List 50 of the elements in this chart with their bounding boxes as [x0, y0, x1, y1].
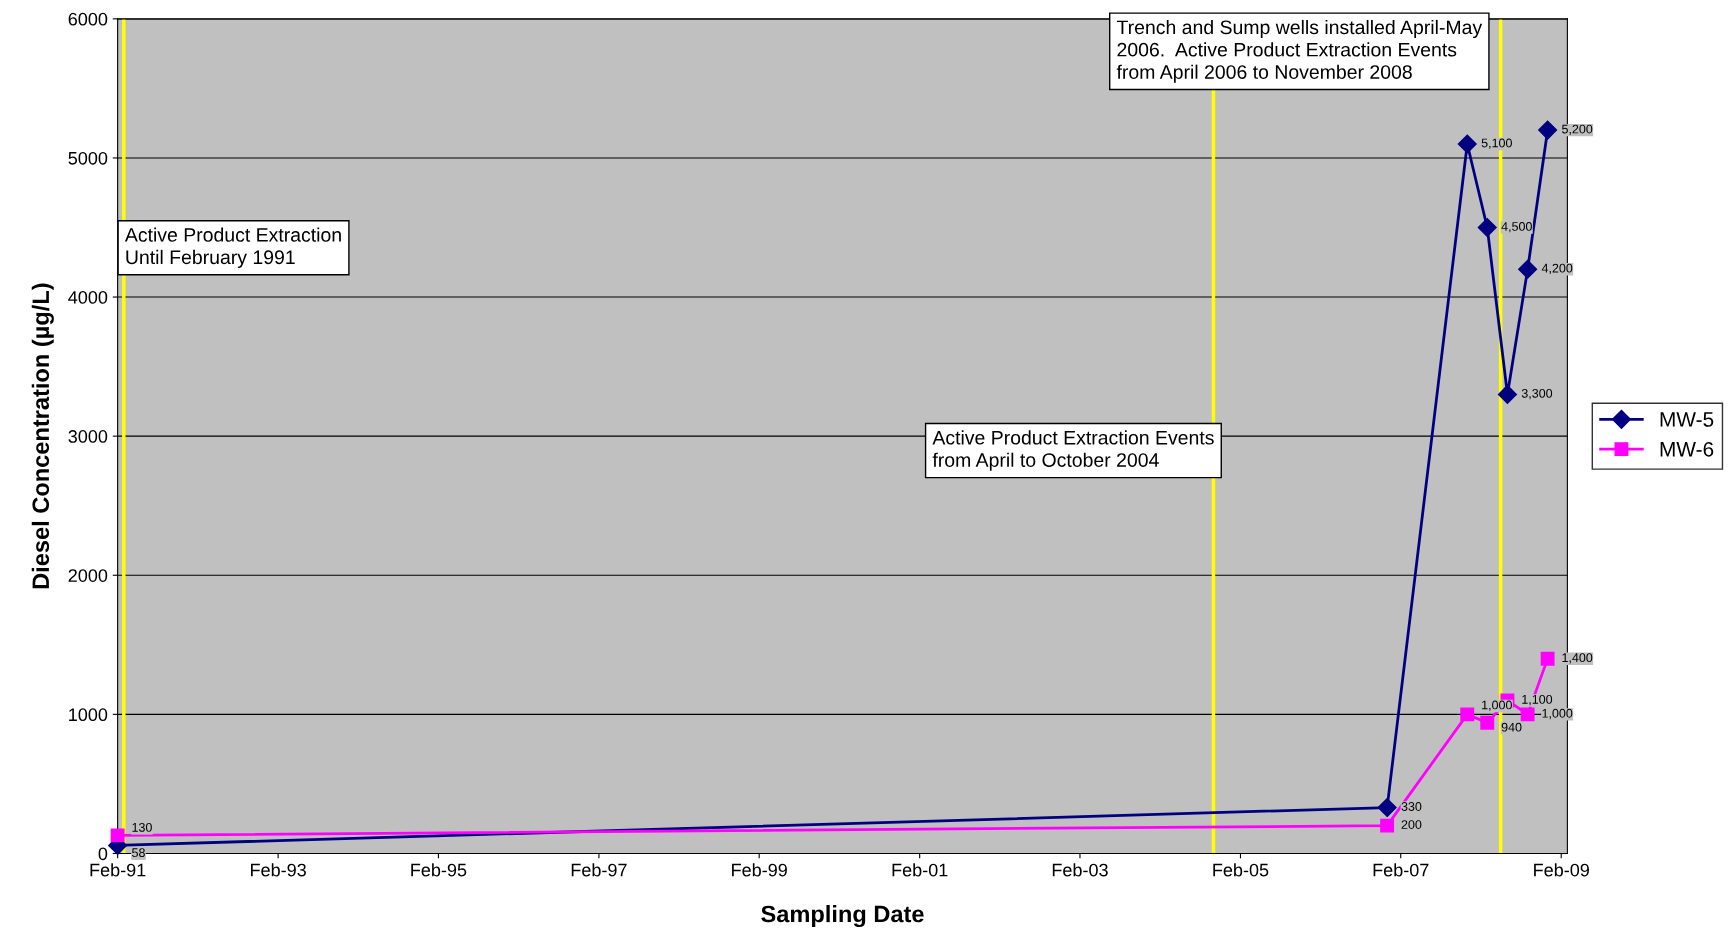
- point: [1380, 818, 1395, 833]
- x-tick-label: Feb-95: [411, 863, 467, 877]
- x-axis-title: Sampling Date: [761, 905, 924, 928]
- point: [1460, 707, 1475, 722]
- point: [1480, 715, 1495, 730]
- y-tick-label: 1000: [69, 708, 108, 722]
- x-tick-label: Feb-97: [571, 863, 627, 877]
- point: [1377, 798, 1397, 818]
- y-tick-label: 4000: [68, 290, 108, 304]
- data-label: 330: [1401, 802, 1422, 811]
- y-tick-label: 0: [98, 847, 108, 861]
- y-tick-label: 3000: [68, 430, 108, 443]
- data-label: 940: [1501, 722, 1522, 732]
- y-tick-label: 6000: [68, 12, 108, 26]
- point: [1540, 651, 1555, 666]
- x-tick-label: Feb-01: [892, 863, 948, 877]
- y-axis-title: Diesel Concentration (µg/L): [31, 283, 54, 589]
- ref-line-label: Active Product Extraction Until February 1991: [124, 227, 341, 268]
- data-label: 4,200: [1541, 263, 1573, 275]
- y-tick-label: 2000: [68, 569, 108, 582]
- data-label: 4,500: [1501, 222, 1532, 233]
- data-label: 200: [1401, 820, 1422, 829]
- ref-line-label: Trench and Sump wells installed April-May 2006. Active Product Extraction Events from April 2006 to November 2008: [1116, 19, 1483, 83]
- data-label: 1,400: [1562, 653, 1593, 664]
- x-tick-label: Feb-07: [1373, 863, 1429, 877]
- x-tick-label: Feb-91: [90, 863, 146, 877]
- x-tick-label: Feb-99: [732, 863, 787, 877]
- data-label: 3,300: [1521, 388, 1553, 400]
- data-label: 1,000: [1542, 708, 1573, 720]
- point: [1497, 384, 1517, 404]
- point: [1477, 217, 1497, 238]
- data-label: 1,100: [1522, 694, 1553, 706]
- legend-label: MW-5: [1660, 412, 1714, 427]
- point: [1538, 120, 1558, 140]
- x-tick-label: Feb-03: [1052, 863, 1108, 877]
- point: [1457, 134, 1477, 154]
- data-label: 5,100: [1481, 138, 1512, 149]
- x-tick-label: Feb-09: [1534, 863, 1589, 877]
- y-tick-label: 5000: [68, 151, 108, 165]
- point: [1520, 707, 1535, 722]
- data-label: 130: [132, 822, 152, 832]
- data-label: 1,000: [1482, 700, 1512, 711]
- point: [110, 828, 125, 843]
- x-tick-label: Feb-05: [1213, 863, 1269, 877]
- ref-line-label: Active Product Extraction Events from April to October 2004: [932, 430, 1214, 471]
- x-tick-label: Feb-93: [251, 863, 306, 877]
- data-label: 58: [132, 848, 145, 858]
- legend-label: MW-6: [1660, 441, 1714, 457]
- data-label: 5,200: [1562, 124, 1593, 135]
- point: [1518, 259, 1538, 279]
